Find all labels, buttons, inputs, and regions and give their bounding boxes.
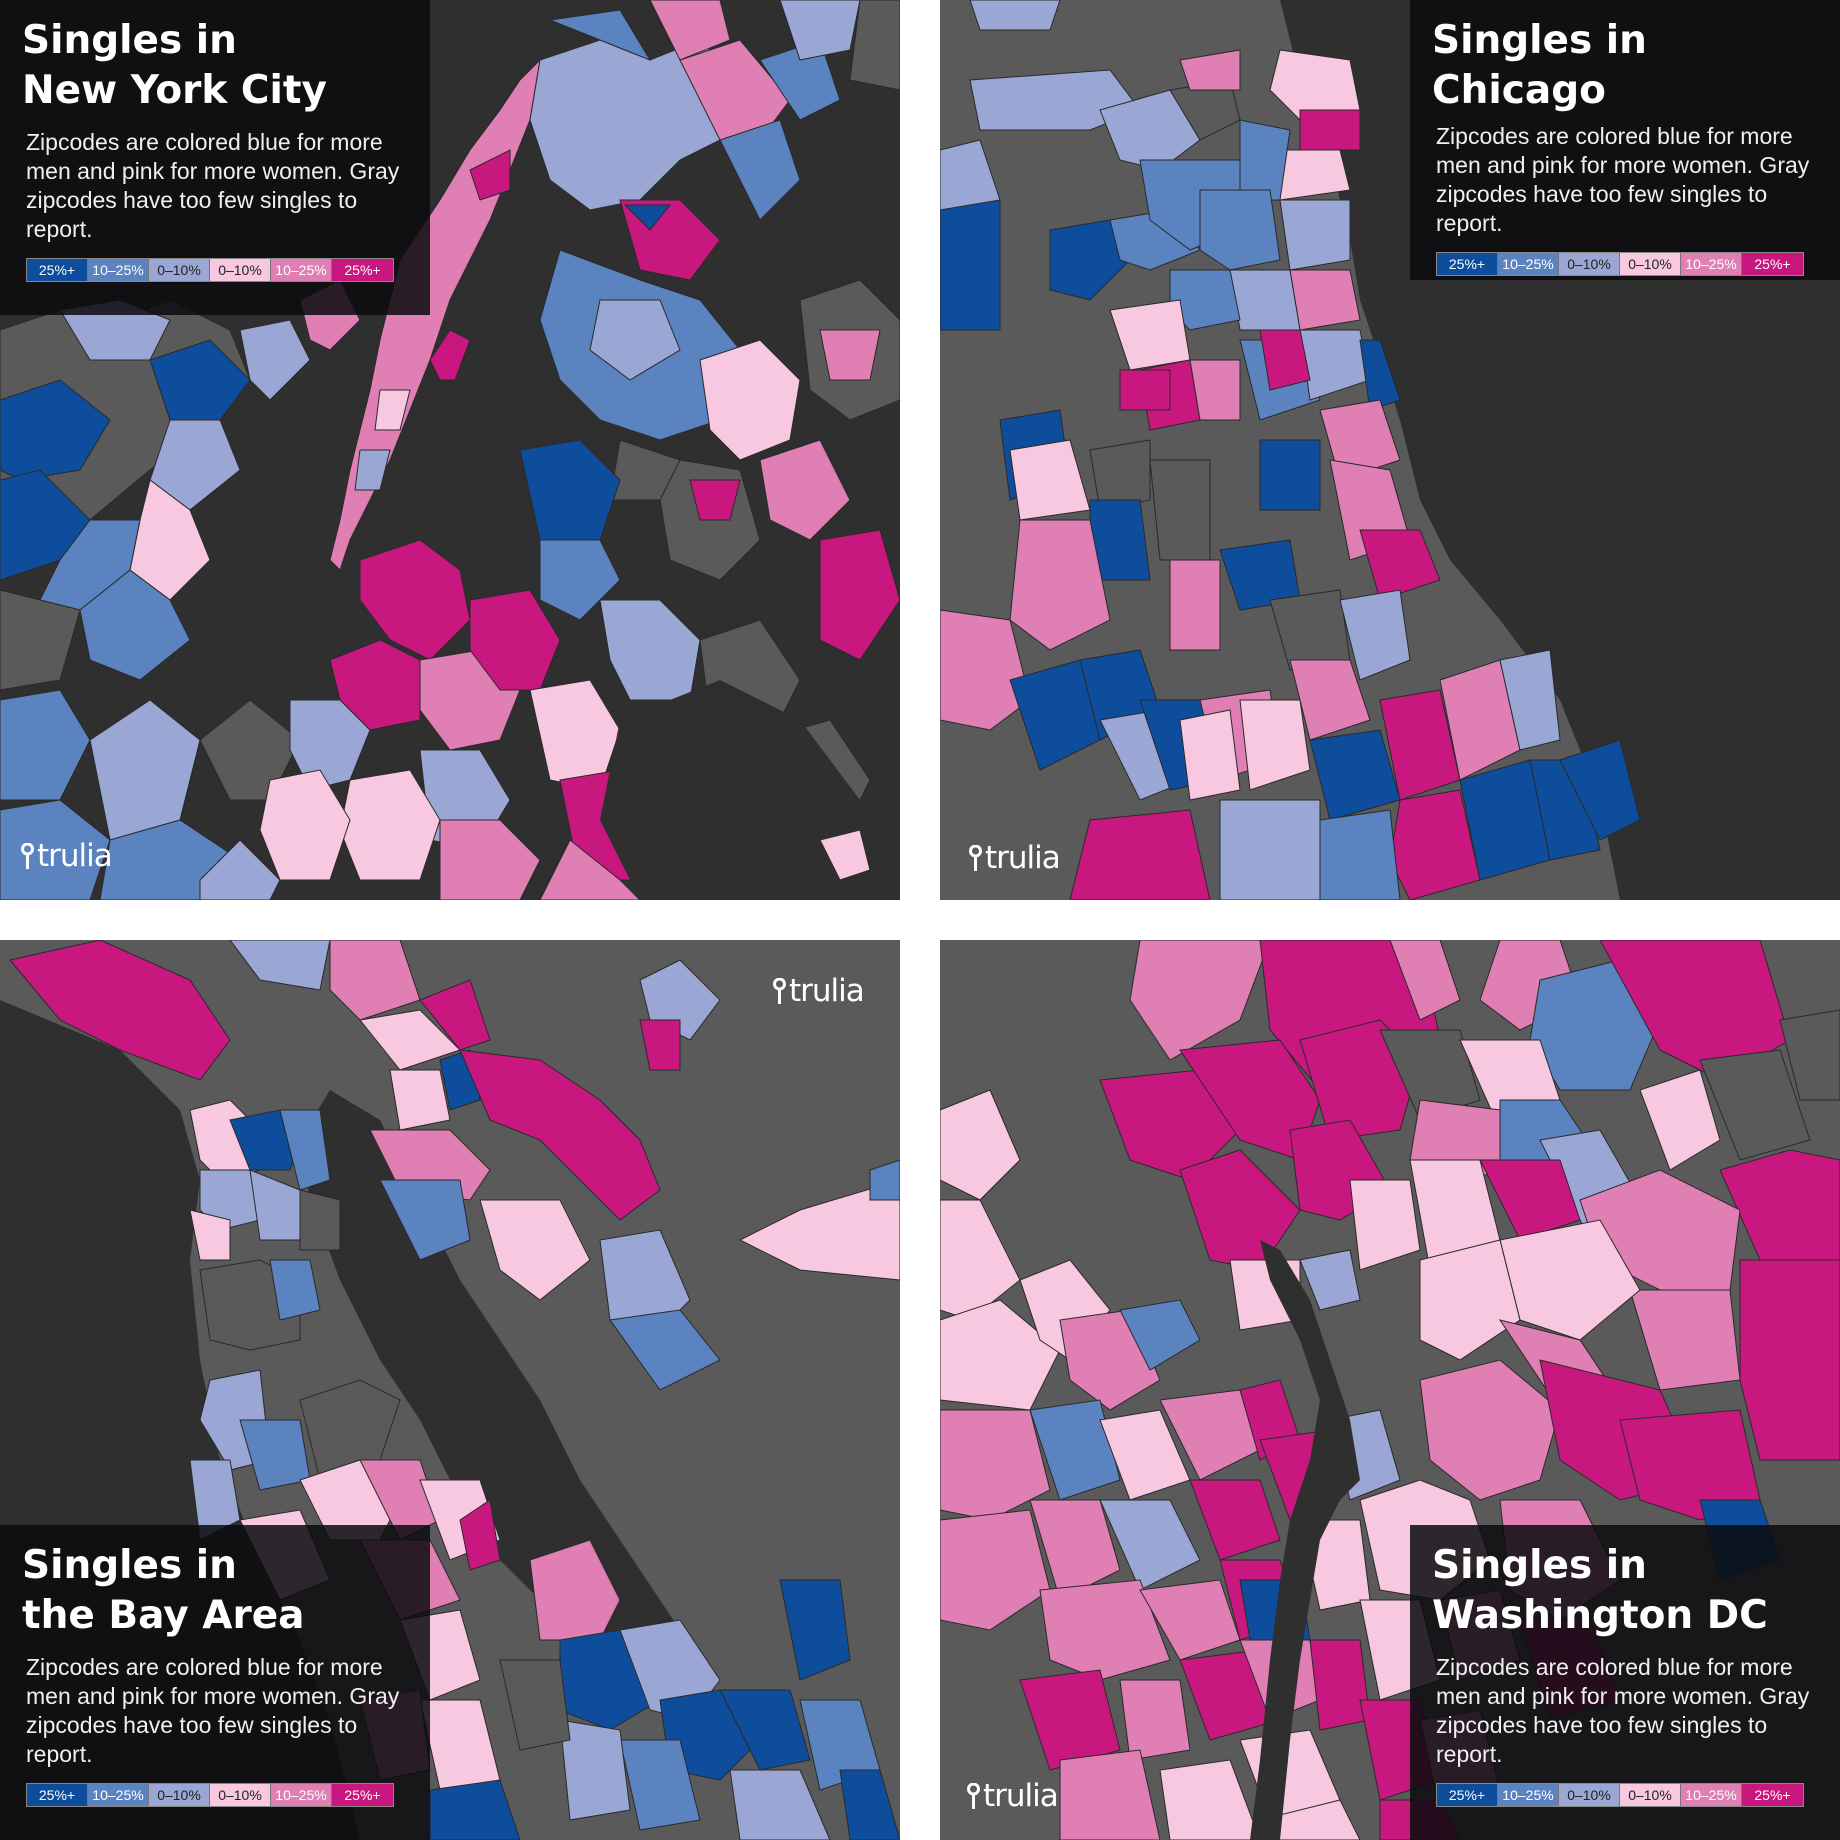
legend-women-25-plus: 25%+ — [1742, 1784, 1803, 1806]
trulia-logo: trulia — [968, 840, 1061, 876]
legend-men-10-25: 10–25% — [88, 1784, 149, 1806]
map-legend-box: Singles in New York City Zipcodes are co… — [0, 0, 430, 315]
map-title: Singles in Washington DC — [1432, 1541, 1818, 1641]
legend-women-0-10: 0–10% — [210, 259, 271, 281]
map-pin-icon — [773, 978, 786, 1004]
legend-women-0-10: 0–10% — [210, 1784, 271, 1806]
map-panel-new-york: Singles in New York City Zipcodes are co… — [0, 0, 900, 900]
legend-men-0-10: 0–10% — [1559, 253, 1620, 275]
legend-men-25-plus: 25%+ — [1437, 1784, 1498, 1806]
map-title: Singles in the Bay Area — [22, 1541, 408, 1641]
map-panel-washington-dc: Singles in Washington DC Zipcodes are co… — [940, 940, 1840, 1840]
title-line-1: Singles in Chicago — [1432, 18, 1647, 113]
legend-women-0-10: 0–10% — [1620, 253, 1681, 275]
map-legend-box: Singles in Chicago Zipcodes are colored … — [1410, 0, 1840, 280]
title-line-1: Singles in — [22, 18, 237, 63]
map-pin-icon — [969, 845, 982, 871]
legend-women-25-plus: 25%+ — [1742, 253, 1803, 275]
legend-women-10-25: 10–25% — [1681, 1784, 1742, 1806]
title-line-1: Singles in — [1432, 1543, 1647, 1588]
map-panel-bay-area: Singles in the Bay Area Zipcodes are col… — [0, 940, 900, 1840]
map-description: Zipcodes are colored blue for more men a… — [26, 129, 400, 242]
logo-text: trulia — [983, 1778, 1059, 1814]
map-pin-icon — [21, 843, 34, 869]
map-legend-box: Singles in the Bay Area Zipcodes are col… — [0, 1525, 430, 1840]
legend-women-0-10: 0–10% — [1620, 1784, 1681, 1806]
color-legend: 25%+ 10–25% 0–10% 0–10% 10–25% 25%+ — [26, 258, 394, 282]
legend-men-10-25: 10–25% — [1498, 1784, 1559, 1806]
title-line-1: Singles in — [22, 1543, 237, 1588]
title-line-2: the Bay Area — [22, 1593, 305, 1638]
legend-men-10-25: 10–25% — [1498, 253, 1559, 275]
legend-women-25-plus: 25%+ — [332, 1784, 393, 1806]
map-title: Singles in New York City — [22, 16, 408, 116]
nyc-zipcode-map — [0, 0, 900, 900]
legend-women-10-25: 10–25% — [271, 1784, 332, 1806]
legend-men-0-10: 0–10% — [149, 259, 210, 281]
map-pin-icon — [967, 1783, 980, 1809]
map-legend-box: Singles in Washington DC Zipcodes are co… — [1410, 1525, 1840, 1840]
title-line-2: New York City — [22, 68, 327, 113]
legend-men-10-25: 10–25% — [88, 259, 149, 281]
trulia-logo: trulia — [20, 838, 113, 874]
logo-text: trulia — [37, 838, 113, 874]
map-panel-chicago: Singles in Chicago Zipcodes are colored … — [940, 0, 1840, 900]
map-title: Singles in Chicago — [1432, 16, 1818, 116]
color-legend: 25%+ 10–25% 0–10% 0–10% 10–25% 25%+ — [26, 1783, 394, 1807]
legend-women-10-25: 10–25% — [271, 259, 332, 281]
trulia-logo: trulia — [772, 973, 865, 1009]
logo-text: trulia — [985, 840, 1061, 876]
color-legend: 25%+ 10–25% 0–10% 0–10% 10–25% 25%+ — [1436, 1783, 1804, 1807]
color-legend: 25%+ 10–25% 0–10% 0–10% 10–25% 25%+ — [1436, 252, 1804, 276]
legend-women-25-plus: 25%+ — [332, 259, 393, 281]
legend-men-25-plus: 25%+ — [27, 1784, 88, 1806]
legend-women-10-25: 10–25% — [1681, 253, 1742, 275]
trulia-logo: trulia — [966, 1778, 1059, 1814]
legend-men-25-plus: 25%+ — [27, 259, 88, 281]
title-line-2: Washington DC — [1432, 1593, 1768, 1638]
logo-text: trulia — [789, 973, 865, 1009]
map-description: Zipcodes are colored blue for more men a… — [1436, 1654, 1810, 1767]
legend-men-25-plus: 25%+ — [1437, 253, 1498, 275]
map-description: Zipcodes are colored blue for more men a… — [26, 1654, 400, 1767]
map-description: Zipcodes are colored blue for more men a… — [1436, 123, 1810, 236]
legend-men-0-10: 0–10% — [1559, 1784, 1620, 1806]
legend-men-0-10: 0–10% — [149, 1784, 210, 1806]
